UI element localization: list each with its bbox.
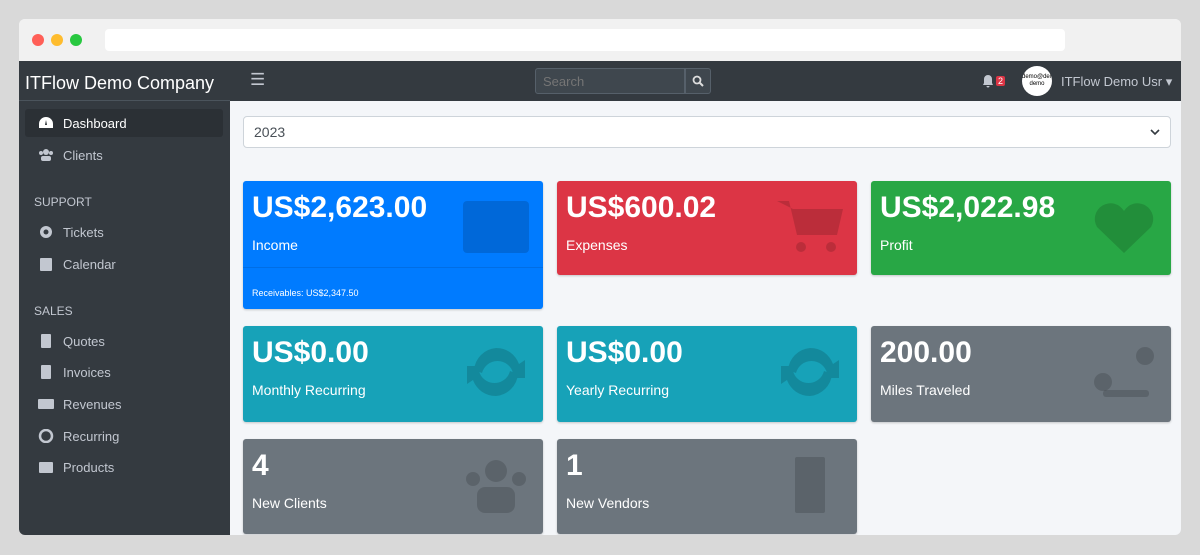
card-label: Expenses	[566, 237, 628, 253]
support-header: SUPPORT	[34, 195, 92, 209]
card-value: 1	[566, 449, 583, 482]
top-navbar: ☰ 2 demo@demo demo ITFlow Demo Usr ▾	[230, 61, 1181, 101]
stat-card-new-vendors[interactable]: 1 New Vendors	[557, 439, 857, 534]
card-value: US$2,623.00	[252, 191, 428, 224]
search-input[interactable]	[535, 68, 685, 94]
stat-card-expenses[interactable]: US$600.02 Expenses	[557, 181, 857, 275]
browser-window: ITFlow Demo Company Dashboard Clients SU…	[19, 19, 1181, 535]
card-label: New Vendors	[566, 495, 650, 511]
sidebar-item-recurring[interactable]: Recurring	[25, 422, 223, 450]
sidebar-item-calendar[interactable]: Calendar	[25, 250, 223, 278]
stat-card-income[interactable]: US$2,623.00 Income Receivables: US$2,347…	[243, 181, 543, 309]
stat-card-yearly-recurring[interactable]: US$0.00 Yearly Recurring	[557, 326, 857, 422]
search-icon	[692, 75, 704, 87]
sidebar-item-quotes[interactable]: Quotes	[25, 327, 223, 355]
sidebar-item-dashboard[interactable]: Dashboard	[25, 109, 223, 137]
close-dot[interactable]	[32, 34, 44, 46]
minimize-dot[interactable]	[51, 34, 63, 46]
user-menu[interactable]: ITFlow Demo Usr ▾	[1061, 74, 1173, 89]
card-label: Profit	[880, 237, 913, 253]
year-select[interactable]: 2023	[243, 116, 1171, 148]
sidebar-item-revenues[interactable]: Revenues	[25, 390, 223, 418]
card-label: New Clients	[252, 495, 327, 511]
avatar[interactable]: demo@demo demo	[1022, 66, 1052, 96]
card-value: US$0.00	[252, 336, 369, 369]
sidebar-item-products[interactable]: Products	[25, 453, 223, 481]
card-value: US$0.00	[566, 336, 683, 369]
chevron-down-icon	[1150, 129, 1160, 136]
stat-card-monthly-recurring[interactable]: US$0.00 Monthly Recurring	[243, 326, 543, 422]
route-icon	[1089, 342, 1159, 402]
card-value: US$2,022.98	[880, 191, 1056, 224]
sync-icon	[37, 429, 55, 443]
invoice-icon	[37, 365, 55, 379]
credit-card-icon	[37, 397, 55, 411]
divider	[243, 267, 543, 268]
sidebar-item-invoices[interactable]: Invoices	[25, 358, 223, 386]
card-value: 200.00	[880, 336, 972, 369]
card-label: Miles Traveled	[880, 382, 971, 398]
sidebar-item-clients[interactable]: Clients	[25, 141, 223, 169]
card-value: US$600.02	[566, 191, 717, 224]
stat-card-profit[interactable]: US$2,022.98 Profit	[871, 181, 1171, 275]
search-button[interactable]	[685, 68, 711, 94]
notification-badge: 2	[996, 76, 1006, 86]
brand[interactable]: ITFlow Demo Company	[19, 61, 230, 101]
box-icon	[37, 460, 55, 474]
tachometer-icon	[37, 116, 55, 130]
building-icon	[775, 455, 845, 515]
users-icon	[461, 455, 531, 515]
credit-card-icon	[461, 197, 531, 257]
receivables-link[interactable]: Receivables: US$2,347.50	[252, 288, 359, 298]
sidebar-item-tickets[interactable]: Tickets	[25, 218, 223, 246]
address-bar[interactable]	[105, 29, 1065, 51]
sales-header: SALES	[34, 304, 73, 318]
main-content: 2023 US$2,623.00 Income Receivables: US$…	[230, 101, 1181, 535]
life-ring-icon	[37, 225, 55, 239]
browser-chrome	[19, 19, 1181, 61]
card-label: Income	[252, 237, 298, 253]
sync-icon	[461, 342, 531, 402]
stat-card-new-clients[interactable]: 4 New Clients	[243, 439, 543, 534]
users-icon	[37, 148, 55, 162]
maximize-dot[interactable]	[70, 34, 82, 46]
heart-icon	[1089, 197, 1159, 257]
card-label: Monthly Recurring	[252, 382, 366, 398]
search-form	[535, 68, 711, 94]
bell-icon[interactable]	[982, 74, 994, 88]
calendar-icon	[37, 257, 55, 271]
cart-icon	[775, 197, 845, 257]
sync-icon	[775, 342, 845, 402]
sidebar: ITFlow Demo Company Dashboard Clients SU…	[19, 61, 230, 535]
card-label: Yearly Recurring	[566, 382, 669, 398]
hamburger-menu-icon[interactable]: ☰	[250, 70, 266, 89]
stat-card-miles-traveled[interactable]: 200.00 Miles Traveled	[871, 326, 1171, 422]
card-value: 4	[252, 449, 269, 482]
file-icon	[37, 334, 55, 348]
